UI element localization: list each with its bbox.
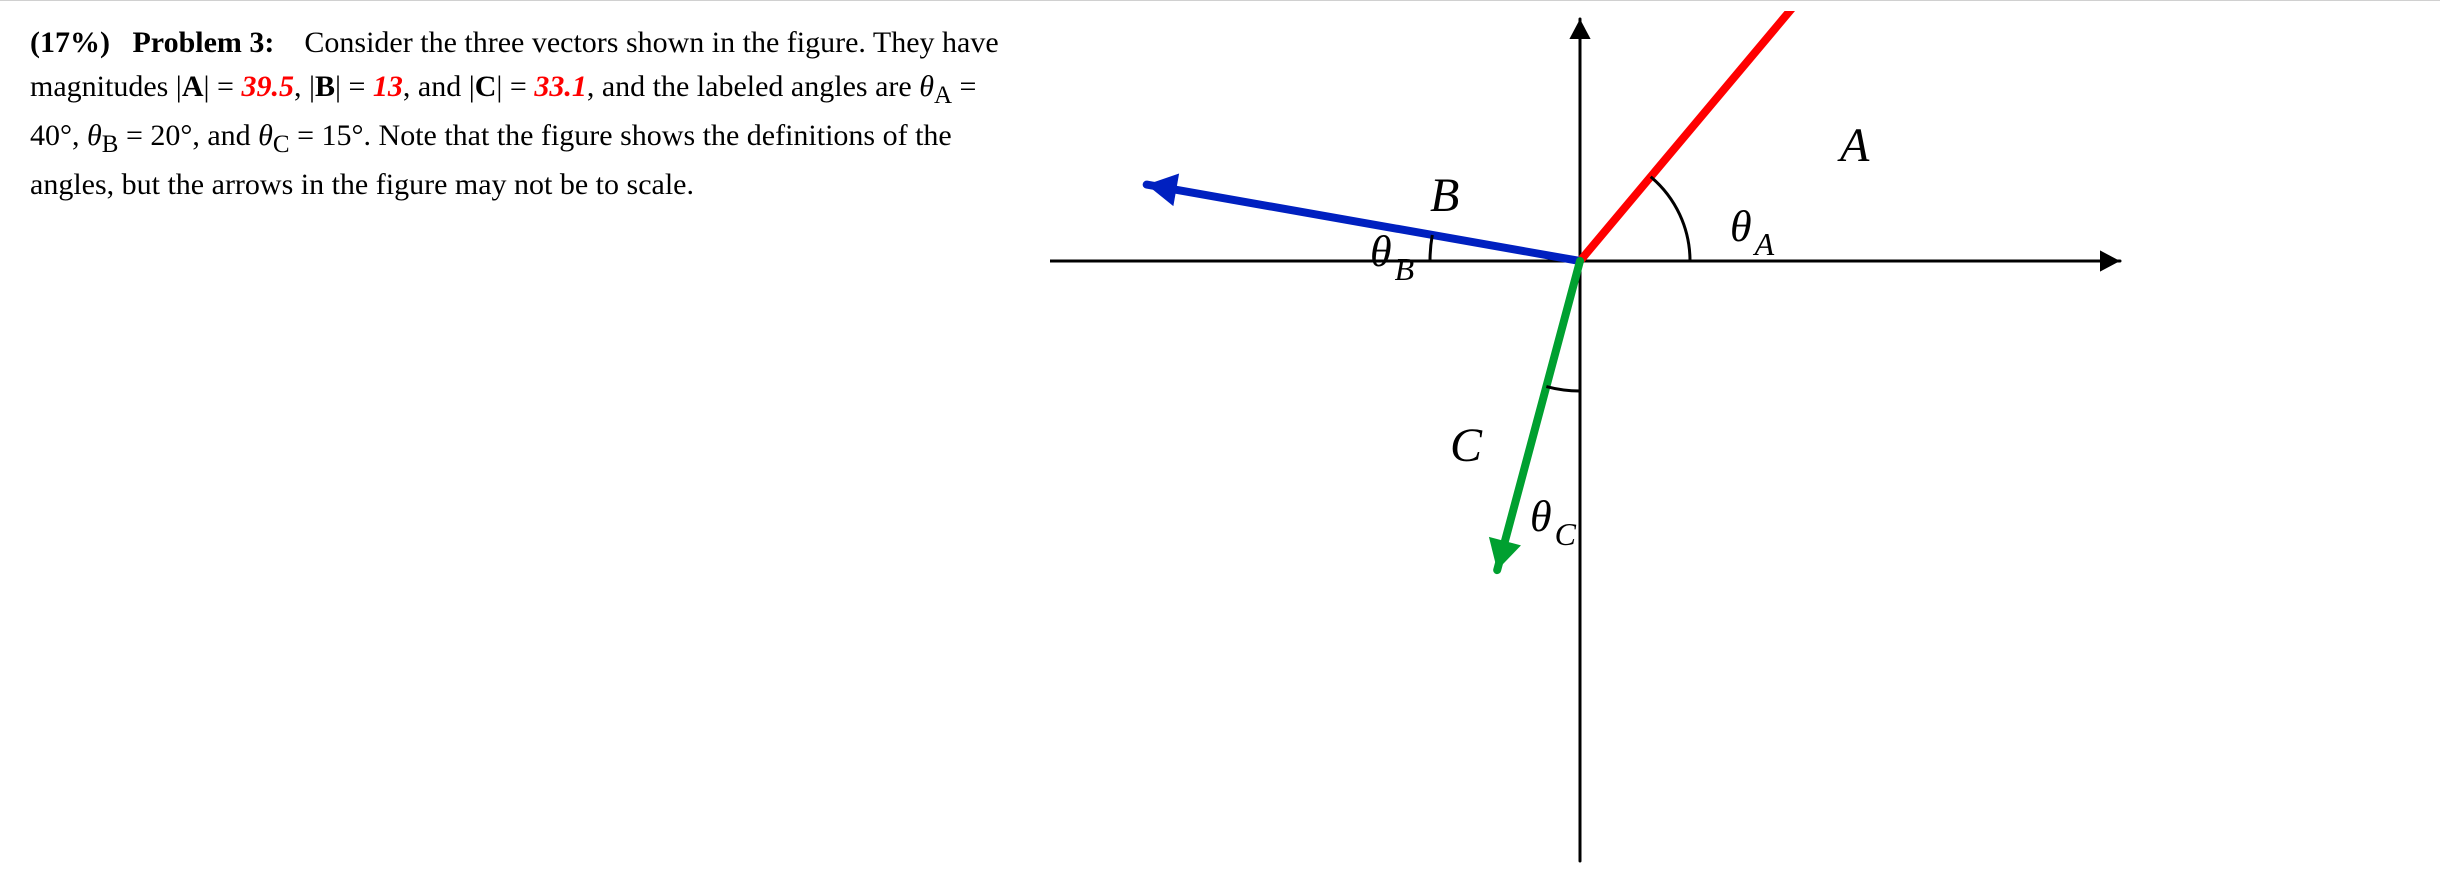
problem-statement: (17%) Problem 3: Consider the three vect… [30,26,999,201]
vec-A-sym: A [182,70,204,103]
A-magnitude: 39.5 [241,70,294,103]
angle-arc-C [1546,387,1580,391]
B-magnitude: 13 [373,70,403,103]
vector-A [1580,11,1850,261]
weight-label: (17%) [30,26,110,59]
vector-diagram: A B CθA θB θC [1050,11,2440,871]
page-container: (17%) Problem 3: Consider the three vect… [0,0,2440,860]
label-thetaA: θA [1730,202,1775,262]
vec-B-sym: B [315,70,335,103]
C-magnitude: 33.1 [534,70,587,103]
angle-arc-A [1651,177,1690,261]
label-C: C [1450,419,1483,472]
label-thetaC: θC [1530,492,1577,552]
label-thetaB: θB [1370,227,1414,287]
label-B: B [1430,169,1459,222]
figure-column: A B CθA θB θC [1050,11,2440,860]
label-A: A [1837,119,1870,172]
problem-text-column: (17%) Problem 3: Consider the three vect… [0,11,1050,860]
problem-header: Problem 3: [132,26,274,59]
vec-C-sym: C [475,70,497,103]
vector-B [1147,173,1580,261]
angle-arc-B [1430,235,1432,261]
y-axis [1569,19,1590,861]
